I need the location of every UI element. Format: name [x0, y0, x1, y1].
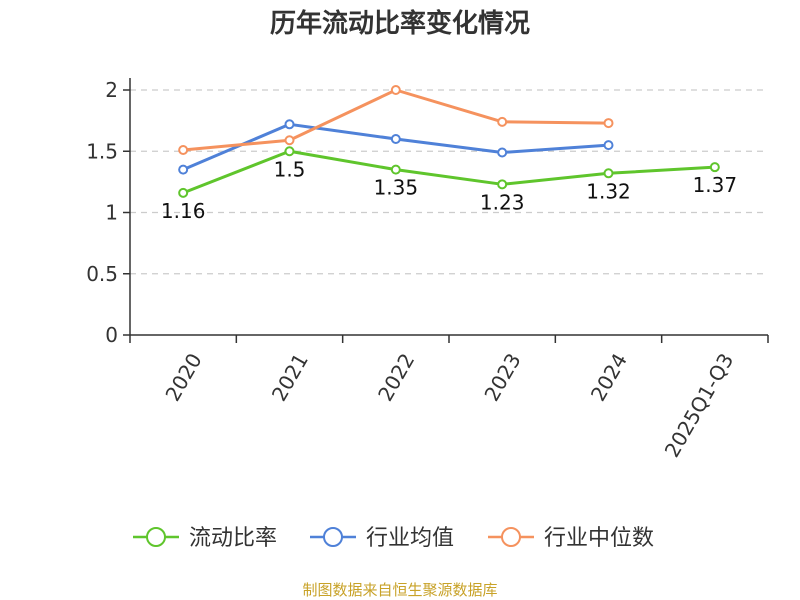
- data-labels: 1.16 1.5 1.35 1.23 1.32 1.37: [161, 157, 737, 223]
- x-tick-label: 2020: [160, 349, 206, 405]
- x-tick-label: 2022: [373, 349, 419, 405]
- data-point: [497, 179, 508, 190]
- data-point: [178, 164, 189, 175]
- data-point: [497, 116, 508, 127]
- data-point: [709, 162, 720, 173]
- x-tick-label: 2024: [586, 349, 632, 405]
- y-tick-label: 2: [105, 78, 118, 102]
- series-line: [182, 149, 715, 195]
- data-point: [497, 147, 508, 158]
- data-label: 1.23: [480, 190, 525, 214]
- data-point: [603, 118, 614, 129]
- y-tick-label: 1.5: [86, 139, 118, 163]
- data-point: [178, 145, 189, 156]
- series-group: [178, 85, 720, 198]
- data-label: 1.32: [586, 179, 631, 203]
- data-label: 1.35: [374, 176, 419, 200]
- legend-label: 行业均值: [366, 526, 454, 551]
- legend-label: 流动比率: [189, 526, 277, 551]
- grid-lines: [130, 89, 768, 275]
- data-point: [178, 187, 189, 198]
- source-note: 制图数据来自恒生聚源数据库: [302, 581, 497, 599]
- data-label: 1.16: [161, 199, 206, 223]
- data-point: [390, 85, 401, 95]
- chart-title: 历年流动比率变化情况: [270, 8, 530, 39]
- y-tick-label: 1: [105, 201, 118, 225]
- legend-item[interactable]: 行业中位数: [488, 526, 654, 551]
- data-point: [284, 119, 295, 130]
- data-point: [603, 168, 614, 179]
- legend-item[interactable]: 行业均值: [310, 526, 454, 551]
- y-tick-label: 0: [105, 323, 118, 347]
- axes: 0 0.5 1 1.5 2 2020 2021 2022 2023 2024 2025Q1-Q3: [86, 78, 769, 461]
- data-point: [284, 135, 295, 146]
- data-point: [390, 134, 401, 144]
- data-point: [284, 146, 295, 157]
- x-tick-label: 2023: [479, 349, 525, 405]
- data-label: 1.37: [693, 173, 738, 197]
- y-tick-label: 0.5: [86, 262, 118, 286]
- data-point: [390, 164, 401, 175]
- x-tick-label: 2021: [267, 349, 313, 405]
- legend-circle-icon: [146, 527, 166, 547]
- legend-label: 行业中位数: [544, 526, 654, 551]
- x-tick-label: 2025Q1-Q3: [660, 349, 739, 461]
- data-point: [603, 140, 614, 151]
- data-label: 1.5: [274, 157, 306, 181]
- legend-item[interactable]: 流动比率: [133, 526, 277, 551]
- legend[interactable]: 流动比率 行业均值 行业中位数: [133, 526, 654, 551]
- legend-circle-icon: [323, 527, 343, 547]
- series-line: [182, 122, 609, 172]
- legend-circle-icon: [501, 527, 521, 547]
